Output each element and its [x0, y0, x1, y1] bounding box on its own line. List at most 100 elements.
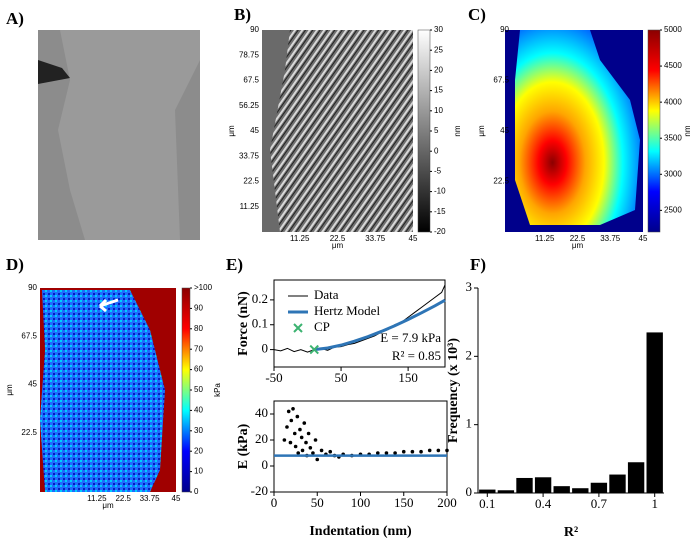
point — [282, 438, 287, 442]
y-tick-label: 45 — [250, 126, 259, 135]
y-tick-label: 56.25 — [239, 101, 260, 110]
y-axis-label: Frequency (x 10³) — [446, 338, 461, 443]
panel-label: F) — [470, 255, 486, 274]
colorbar-tick-label: 70 — [194, 344, 203, 353]
x-tick-label: 33.75 — [600, 234, 621, 243]
y-tick-label: 0.2 — [252, 291, 268, 306]
x-tick-label: 100 — [351, 495, 371, 510]
colorbar-tick-label: 40 — [194, 406, 203, 415]
x-tick-label: 11.25 — [87, 494, 107, 503]
legend-label: Data — [314, 287, 339, 302]
micrograph-a — [38, 30, 200, 240]
point — [308, 446, 313, 450]
colorbar-tick-label: 30 — [434, 25, 443, 34]
annotation: E = 7.9 kPa — [380, 330, 441, 345]
colorbar-tick-label: -20 — [434, 227, 446, 236]
colorbar-tick-label: 10 — [434, 106, 443, 115]
bar — [553, 486, 570, 493]
point — [300, 448, 305, 453]
x-tick-label: 22.5 — [330, 234, 346, 243]
point — [306, 431, 311, 436]
colorbar-tick-label: 90 — [194, 304, 203, 313]
y-axis-label: μm — [227, 125, 236, 137]
y-tick-label: 78.75 — [239, 50, 260, 59]
series-line — [273, 284, 446, 353]
point — [291, 407, 295, 411]
colorbar — [181, 287, 191, 493]
colorbar-tick-label: 5000 — [664, 25, 682, 34]
point — [419, 449, 423, 454]
x-tick-label: -50 — [265, 370, 282, 385]
x-tick-label: 0.7 — [591, 496, 608, 511]
y-tick-label: 40 — [255, 405, 268, 420]
x-tick-label: 0.1 — [479, 496, 495, 511]
y-tick-label: 45 — [500, 126, 509, 135]
y-tick-label: 3 — [466, 279, 473, 294]
x-tick-label: 150 — [394, 495, 414, 510]
panel-label: D) — [6, 255, 24, 274]
colorbar-tick-label: 20 — [194, 446, 203, 455]
colorbar-tick-label: 60 — [194, 365, 203, 374]
x-tick-label: 22.5 — [115, 494, 131, 503]
point — [328, 449, 333, 454]
point — [384, 451, 389, 455]
height-map-c — [505, 30, 643, 232]
y-tick-label: 0 — [466, 484, 473, 499]
y-tick-label: -20 — [251, 483, 268, 498]
y-tick-label: 45 — [28, 380, 37, 389]
y-tick-label: 90 — [28, 283, 37, 292]
x-tick-label: 200 — [437, 495, 457, 510]
legend-label: Hertz Model — [314, 303, 380, 318]
bar — [497, 490, 515, 493]
y-tick-label: 22.5 — [21, 428, 37, 437]
colorbar-tick-label: 50 — [194, 385, 203, 394]
colorbar-tick-label: 30 — [194, 426, 203, 435]
stiffness-map-d — [40, 288, 176, 492]
point — [436, 448, 441, 453]
colorbar-tick-label: 10 — [194, 467, 203, 476]
bar — [534, 477, 552, 493]
y-tick-label: 33.75 — [239, 151, 260, 160]
point — [288, 440, 293, 445]
y-axis-label: E (kPa) — [236, 423, 251, 469]
x-axis-label: Indentation (nm) — [309, 524, 412, 539]
y-tick-label: 67.5 — [493, 76, 509, 85]
point — [376, 451, 380, 455]
bar — [479, 489, 496, 493]
colorbar-tick-label: 25 — [434, 45, 443, 54]
colorbar-tick-label: -10 — [434, 187, 446, 196]
x-tick-label: 33.75 — [140, 494, 161, 503]
panel-label: E) — [226, 255, 243, 274]
annotation: R² = 0.85 — [392, 348, 441, 363]
y-tick-label: 90 — [500, 25, 509, 34]
point — [313, 438, 318, 442]
x-tick-label: 11.25 — [535, 234, 555, 243]
point — [298, 427, 302, 432]
colorbar-tick-label: -5 — [434, 167, 442, 176]
series-line — [314, 298, 446, 352]
plot-frame — [273, 400, 448, 493]
colorbar-tick-label: 4000 — [664, 97, 682, 106]
panel-label: A) — [6, 9, 24, 28]
point — [295, 414, 300, 419]
point — [285, 425, 289, 429]
y-tick-label: 1 — [466, 416, 473, 431]
point — [427, 448, 432, 453]
legend-label: CP — [314, 319, 330, 334]
colorbar-tick-label: 0 — [194, 487, 199, 496]
point — [292, 431, 297, 436]
colorbar-tick-label: 4500 — [664, 61, 682, 70]
x-tick-label: 11.25 — [290, 234, 310, 243]
y-axis-label: Force (nN) — [236, 291, 251, 356]
panel-label: B) — [234, 5, 251, 24]
bar — [646, 332, 663, 493]
micrograph-b — [262, 30, 413, 232]
contact-point — [309, 344, 319, 355]
panel-label: C) — [468, 5, 486, 24]
x-axis-label: μm — [572, 241, 584, 250]
colorbar-tick-label: 3000 — [664, 169, 682, 178]
x-tick-label: 22.5 — [570, 234, 586, 243]
colorbar — [417, 29, 431, 233]
bar — [627, 462, 645, 493]
